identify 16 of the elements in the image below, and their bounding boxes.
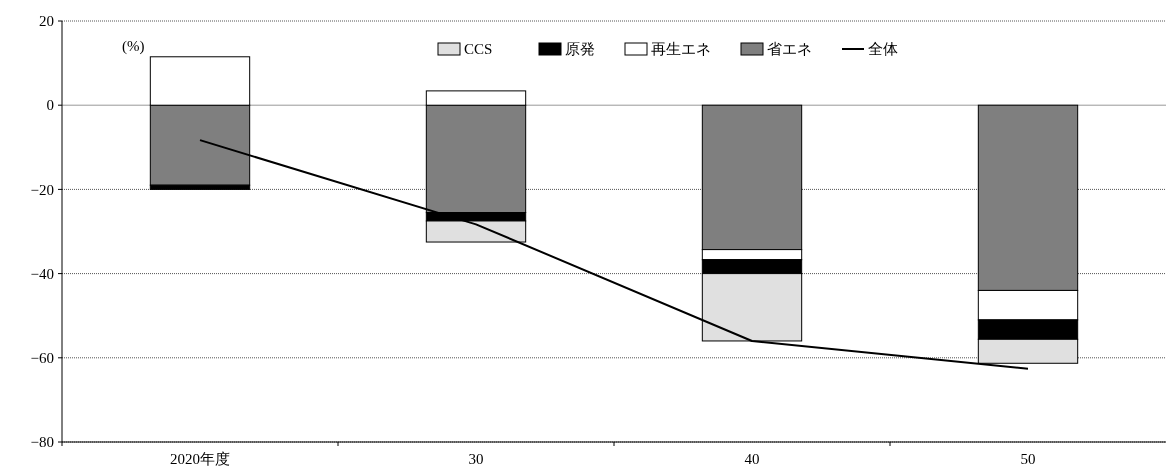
x-tick-label: 2020年度 [170, 451, 230, 467]
legend-label: 全体 [868, 41, 898, 58]
x-tick-label: 40 [744, 451, 760, 467]
annotation: (%) [122, 38, 145, 55]
y-tick-label: −80 [30, 434, 54, 451]
legend-label: 原発 [565, 41, 595, 58]
y-tick-label: −40 [30, 265, 54, 282]
x-tick-label: 30 [468, 451, 484, 467]
legend-label: 省エネ [767, 41, 812, 58]
x-tick-label: 50 [1020, 451, 1036, 467]
y-tick-label: 0 [46, 97, 54, 114]
y-tick-label: 20 [39, 13, 54, 30]
y-tick-label: −20 [30, 181, 54, 198]
y-tick-label: −60 [30, 350, 54, 367]
legend-label: CCS [464, 41, 493, 58]
legend-label: 再生エネ [651, 41, 711, 58]
